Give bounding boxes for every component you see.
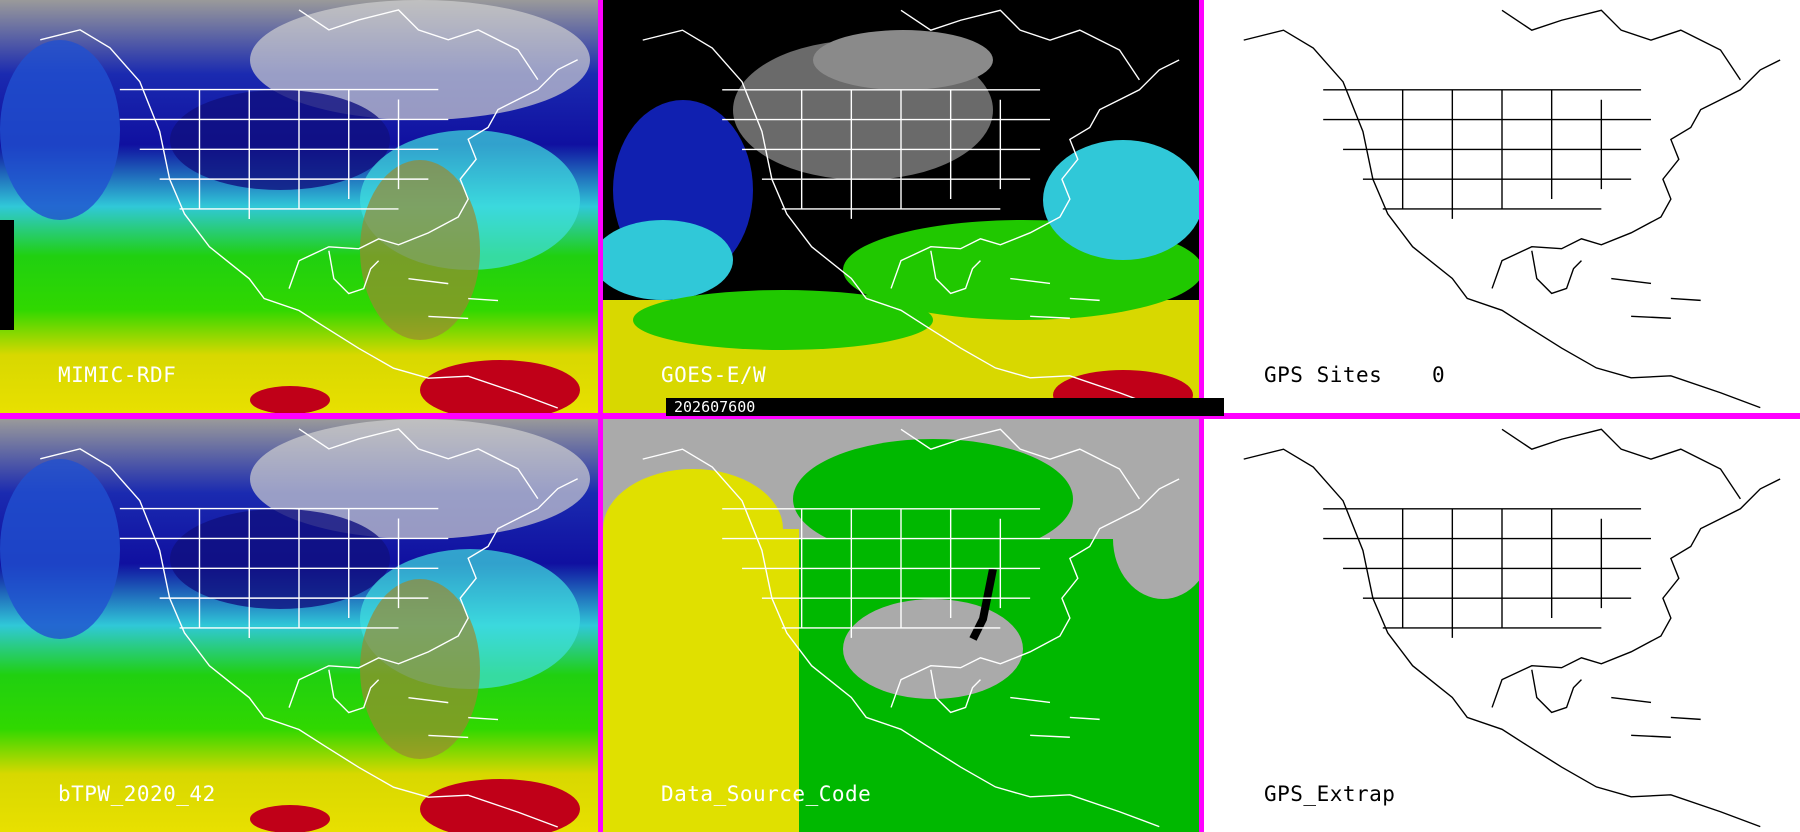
tpw-map-mimic	[0, 0, 598, 413]
panel-btpw: bTPW_2020_42	[0, 419, 598, 832]
panel-label-btpw: bTPW_2020_42	[58, 782, 216, 806]
timestamp-bar: 202607600	[666, 398, 1224, 416]
panel-gps-extrap: GPS_Extrap	[1204, 419, 1800, 832]
source-code-map	[603, 419, 1199, 832]
panel-goes: GOES-E/W	[603, 0, 1199, 413]
panel-label-data-source: Data_Source_Code	[661, 782, 872, 806]
gps-site-count: 0	[1432, 363, 1445, 387]
panel-label-gps-extrap: GPS_Extrap	[1264, 782, 1396, 806]
outline-map-gps-extrap	[1243, 428, 1781, 828]
panel-label-gps-sites: GPS Sites	[1264, 363, 1383, 387]
tpw-map-goes	[603, 0, 1199, 413]
tpw-map-btpw	[0, 419, 598, 832]
panel-label-goes: GOES-E/W	[661, 363, 767, 387]
divider-horizontal	[0, 413, 1800, 419]
panel-label-mimic: MIMIC-RDF	[58, 363, 177, 387]
outline-map-gps-sites	[1243, 9, 1781, 409]
panel-data-source-code: Data_Source_Code	[603, 419, 1199, 832]
panel-mimic-rdf: MIMIC-RDF	[0, 0, 598, 413]
panel-gps-sites: GPS Sites 0	[1204, 0, 1800, 413]
